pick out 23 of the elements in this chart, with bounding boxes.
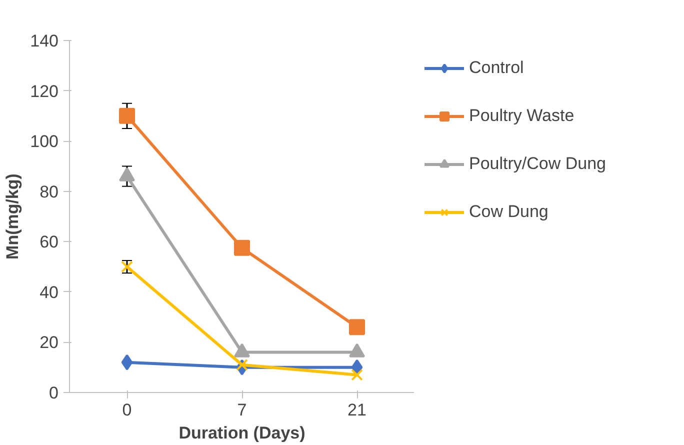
y-tick-label: 60 (40, 232, 59, 252)
point (236, 358, 248, 371)
y-tick-label: 80 (40, 182, 59, 202)
x-tick-label: 7 (237, 400, 247, 420)
legend-label: Cow Dung (469, 202, 548, 222)
y-tick-label: 0 (49, 384, 59, 402)
legend-label: Poultry Waste (469, 106, 574, 126)
y-tick-label: 100 (30, 132, 59, 152)
point (351, 368, 363, 381)
x-axis-title: Duration (Days) (178, 424, 306, 442)
y-tick-label: 140 (30, 32, 59, 50)
y-tick-label: 40 (40, 282, 59, 302)
legend-label: Control (469, 58, 524, 78)
y-tick-label: 120 (30, 82, 59, 101)
point (349, 319, 365, 336)
point (121, 354, 133, 370)
legend-label: Poultry/Cow Dung (469, 154, 606, 174)
x-tick-label: 0 (122, 400, 132, 420)
y-tick-label: 20 (40, 333, 59, 352)
point (119, 108, 135, 124)
point (234, 240, 250, 256)
y-axis-title: Mn(mg/kg) (3, 174, 22, 260)
x-tick-label: 21 (348, 400, 366, 420)
